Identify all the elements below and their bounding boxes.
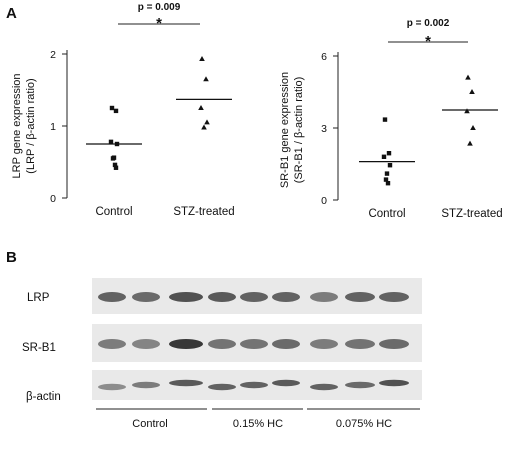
blot-band xyxy=(310,339,338,349)
data-point-control xyxy=(384,171,390,176)
p-value-label: p = 0.009 xyxy=(138,2,181,13)
blot-band xyxy=(169,339,203,349)
data-point-stz xyxy=(204,119,210,125)
x-category-stz: STZ-treated xyxy=(173,206,234,218)
y-axis-label-line2: (SR-B1 / β-actin ratio) xyxy=(293,77,305,184)
y-axis-label-line1: SR-B1 gene expression xyxy=(279,72,291,188)
western-blot: LRP SR-B1 β-actin Control 0.15% HC 0.075… xyxy=(22,278,422,430)
x-category-stz: STZ-treated xyxy=(441,208,502,220)
data-point-stz xyxy=(203,76,209,82)
blot-band xyxy=(272,339,300,349)
blot-band xyxy=(208,292,236,302)
y-axis-label-line1: LRP gene expression xyxy=(11,74,23,179)
y-tick-label-2: 2 xyxy=(50,49,56,61)
blot-band xyxy=(132,381,160,389)
data-point-control xyxy=(381,154,387,159)
panel-a-letter: A xyxy=(6,5,17,22)
y-tick-label-0: 0 xyxy=(50,193,56,205)
data-point-control xyxy=(382,117,388,122)
blot-band xyxy=(169,379,203,387)
data-point-stz xyxy=(470,125,476,130)
srb1-expression-chart: 6 3 0 SR-B1 gene expression (SR-B1 / β-a… xyxy=(279,18,503,220)
y-tick-label-0: 0 xyxy=(321,195,327,207)
blot-band xyxy=(132,339,160,349)
data-point-control xyxy=(112,162,118,168)
blot-band xyxy=(345,292,375,302)
y-tick-label-6: 6 xyxy=(321,51,327,63)
data-point-stz xyxy=(467,140,473,146)
panel-b-letter: B xyxy=(6,249,17,266)
blot-band xyxy=(98,383,126,391)
data-point-control xyxy=(108,139,114,145)
data-point-control xyxy=(383,177,389,182)
blot-band xyxy=(310,292,338,302)
blot-band xyxy=(208,339,236,349)
y-axis-label-line2: (LRP / β-actin ratio) xyxy=(25,78,37,173)
blot-row-label-lrp: LRP xyxy=(27,292,50,304)
blot-band xyxy=(208,383,236,391)
blot-band xyxy=(345,381,375,389)
blot-band xyxy=(272,379,300,387)
blot-band xyxy=(240,381,268,389)
data-point-stz xyxy=(469,89,475,94)
blot-band xyxy=(240,292,268,302)
data-point-stz xyxy=(199,56,205,62)
x-category-control: Control xyxy=(368,208,405,220)
blot-row-label-srb1: SR-B1 xyxy=(22,342,56,354)
group-label-control: Control xyxy=(132,418,167,430)
data-point-control xyxy=(113,165,119,170)
group-label-0075hc: 0.075% HC xyxy=(336,418,392,430)
data-point-control xyxy=(385,181,391,186)
data-point-stz xyxy=(464,108,470,114)
blot-band xyxy=(379,339,409,349)
lrp-expression-chart: 2 1 0 LRP gene expression (LRP / β-actin… xyxy=(11,2,235,218)
blot-band xyxy=(98,292,126,302)
blot-band xyxy=(379,292,409,302)
blot-band xyxy=(379,379,409,387)
data-point-control xyxy=(387,163,393,168)
x-category-control: Control xyxy=(95,206,132,218)
data-point-stz xyxy=(198,105,204,110)
blot-band xyxy=(272,292,300,302)
significance-star: * xyxy=(425,33,431,50)
data-point-stz xyxy=(201,124,207,130)
significance-star: * xyxy=(156,15,162,32)
blot-band xyxy=(132,292,160,302)
data-point-control xyxy=(109,105,115,111)
blot-band xyxy=(240,339,268,349)
blot-row-label-bactin: β-actin xyxy=(26,391,61,403)
y-tick-label-1: 1 xyxy=(50,121,56,133)
data-point-control xyxy=(110,156,116,161)
group-label-015hc: 0.15% HC xyxy=(233,418,283,430)
data-point-control xyxy=(386,151,392,156)
data-point-stz xyxy=(465,74,471,80)
data-point-control xyxy=(113,108,119,114)
p-value-label: p = 0.002 xyxy=(407,18,450,29)
blot-band xyxy=(310,383,338,391)
blot-band xyxy=(345,339,375,349)
y-tick-label-3: 3 xyxy=(321,123,327,135)
blot-band xyxy=(169,292,203,302)
blot-band xyxy=(98,339,126,349)
